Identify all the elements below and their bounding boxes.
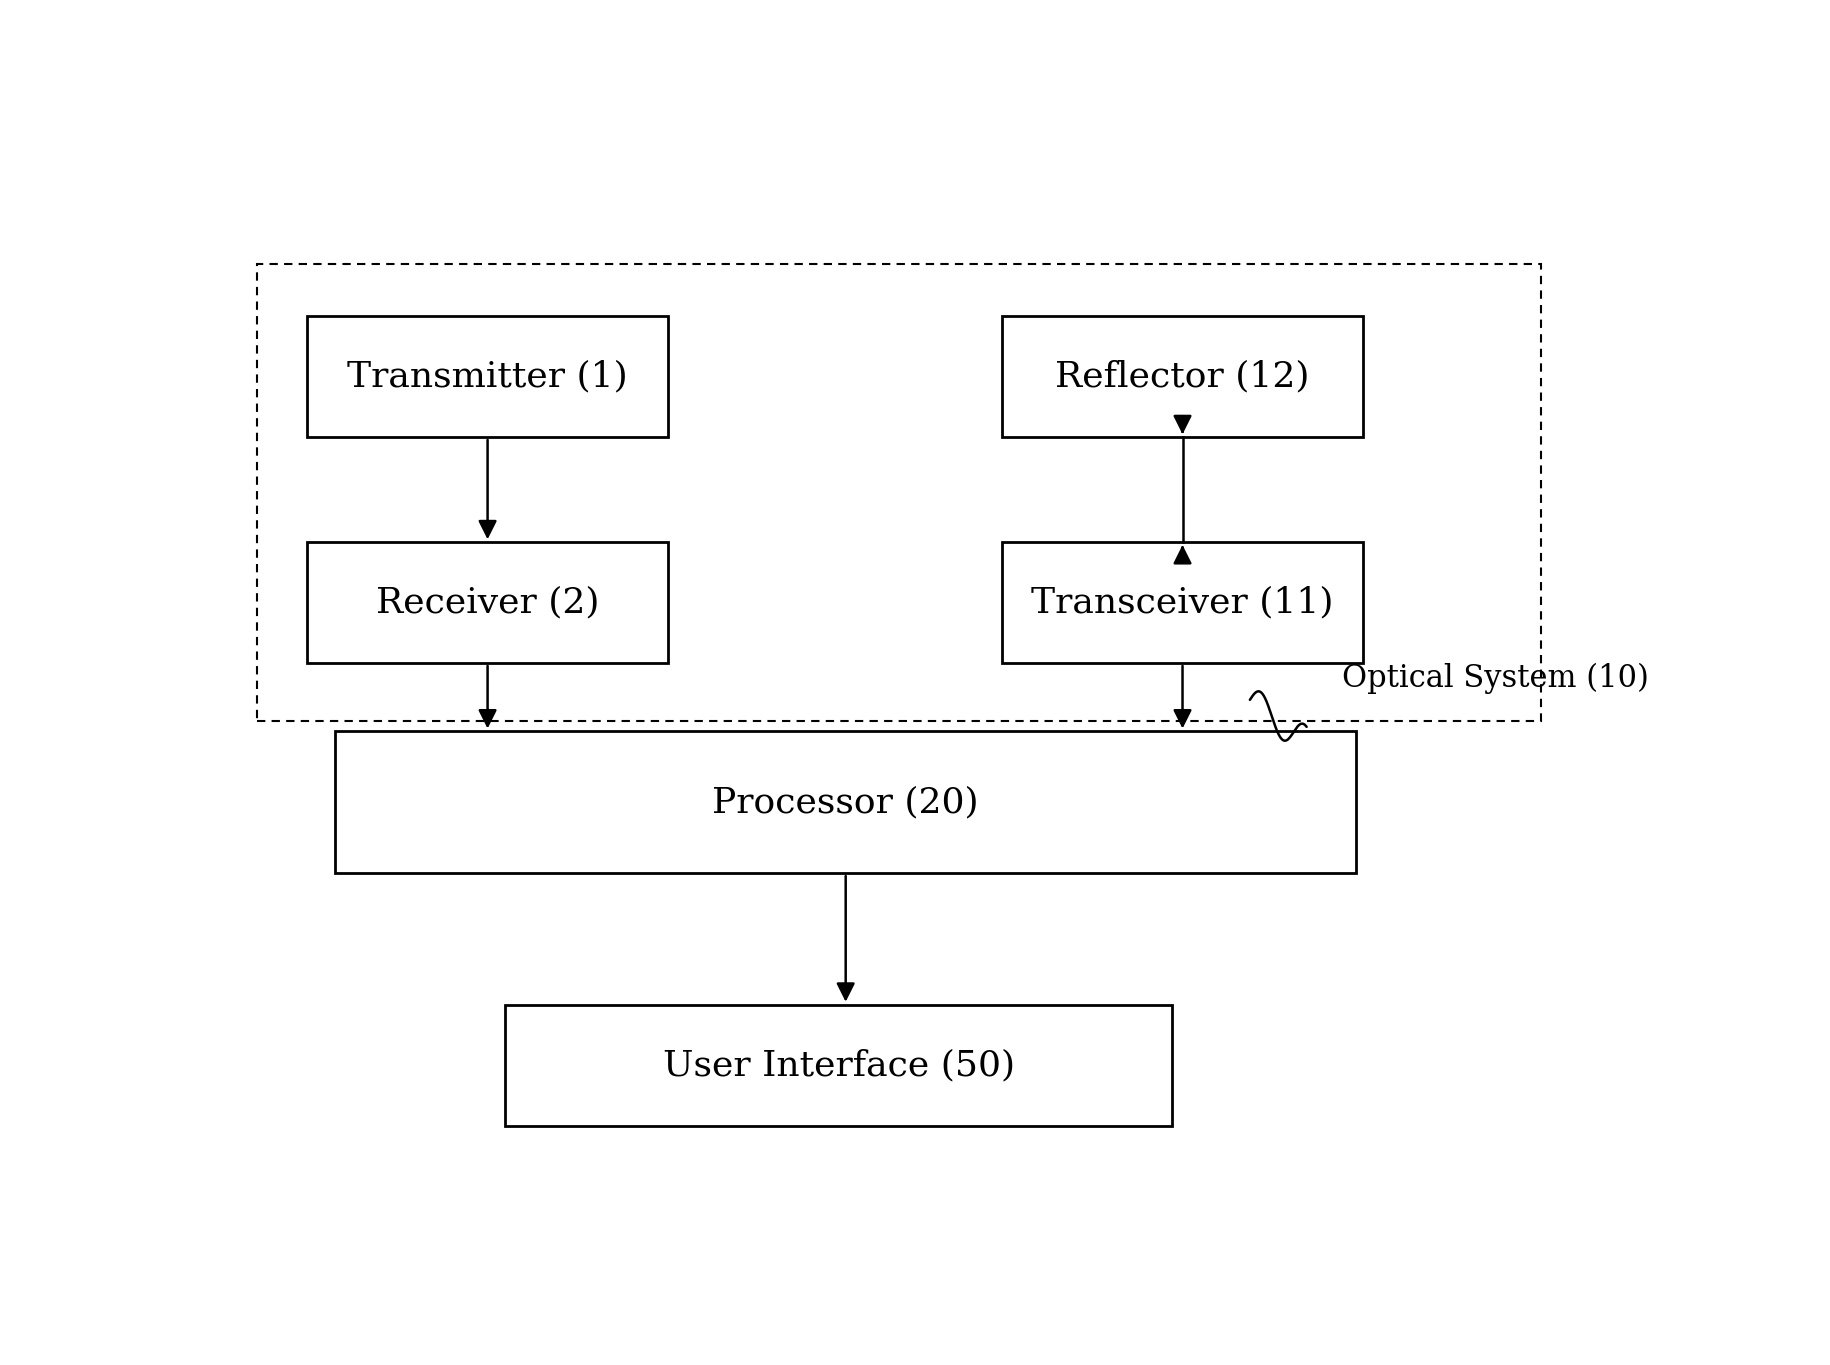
Bar: [335, 732, 1356, 874]
Text: Transmitter (1): Transmitter (1): [348, 359, 628, 393]
Text: User Interface (50): User Interface (50): [662, 1048, 1014, 1082]
Text: Receiver (2): Receiver (2): [375, 586, 600, 620]
Text: Optical System (10): Optical System (10): [1341, 663, 1649, 695]
Text: Transceiver (11): Transceiver (11): [1032, 586, 1334, 620]
Text: Reflector (12): Reflector (12): [1056, 359, 1310, 393]
Bar: [505, 1005, 1171, 1126]
Bar: [1001, 542, 1363, 663]
Bar: [1001, 317, 1363, 437]
Bar: [256, 263, 1541, 721]
Text: Processor (20): Processor (20): [712, 785, 979, 819]
Bar: [307, 542, 668, 663]
Bar: [307, 317, 668, 437]
